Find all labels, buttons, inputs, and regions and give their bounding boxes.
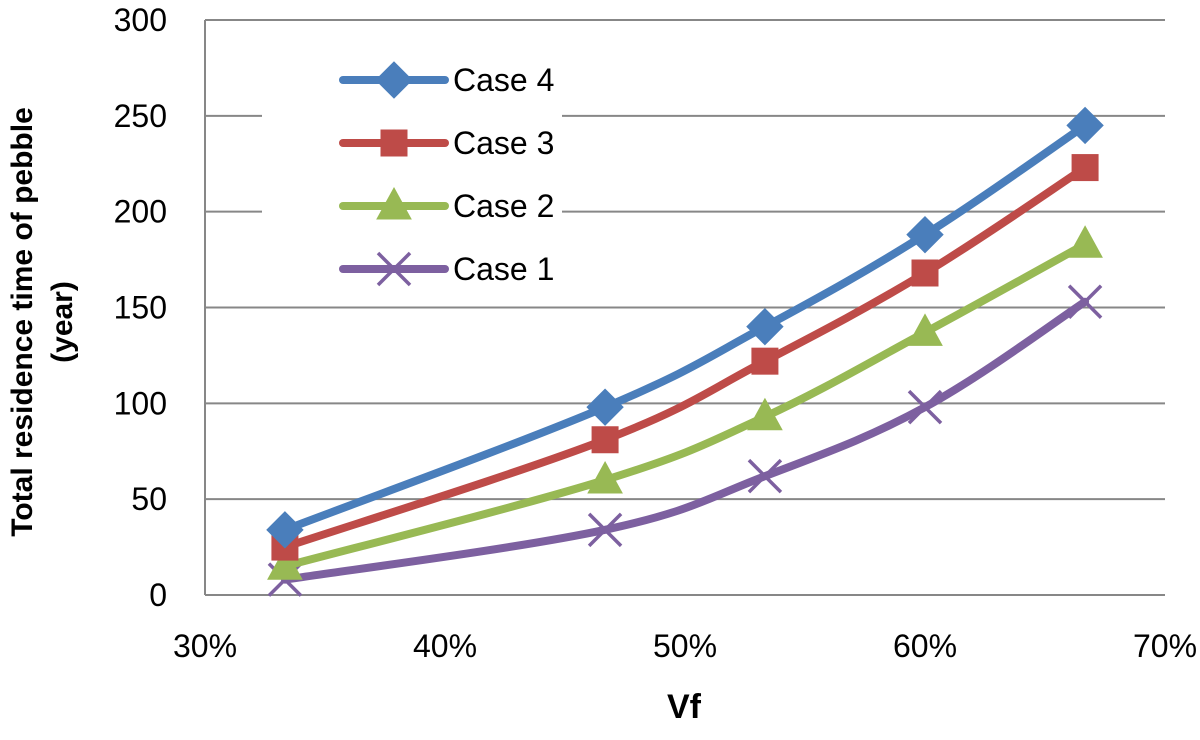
data-point-case-1 (1067, 284, 1103, 319)
y-tick-label: 200 (114, 194, 167, 230)
legend-marker (376, 251, 412, 287)
tick-labels: 0 50 100 150 200 250 300 30% 40% 50% 60% 70% (114, 2, 1197, 664)
y-tick-label: 100 (114, 385, 167, 421)
y-tick-label: 50 (131, 481, 167, 517)
series-case-1 (267, 284, 1103, 597)
legend-item-case-4: Case 4 (339, 61, 554, 99)
data-point-case-3 (1071, 154, 1099, 182)
data-point-case-1 (747, 458, 783, 494)
legend-label: Case 4 (453, 62, 554, 98)
x-tick-label: 50% (653, 628, 717, 664)
legend-marker (375, 61, 413, 99)
x-tick-label: 70% (1133, 628, 1197, 664)
series-line-case-3 (280, 163, 1090, 552)
axes (204, 20, 1165, 596)
y-axis-title-line-1: Total residence time of pebble (6, 107, 39, 537)
y-tick-label: 150 (114, 290, 167, 326)
series-case-4 (266, 106, 1104, 549)
x-axis-title: Vf (667, 688, 702, 726)
y-axis-title-line-2: (year) (46, 281, 79, 363)
legend-item-case-2: Case 2 (339, 186, 554, 224)
x-tick-label: 30% (173, 628, 237, 664)
legend-item-case-1: Case 1 (339, 251, 554, 287)
data-point-case-4 (746, 307, 784, 346)
legend-marker (380, 129, 408, 157)
legend-label: Case 2 (453, 188, 554, 224)
legend: Case 4 Case 3 Case 2 Case 1 (262, 44, 562, 299)
series-case-3 (271, 154, 1099, 561)
y-tick-label: 0 (149, 577, 167, 613)
legend-label: Case 3 (453, 125, 554, 161)
y-tick-label: 250 (114, 98, 167, 134)
series-line-case-2 (280, 240, 1090, 571)
legend-item-case-3: Case 3 (339, 125, 554, 161)
data-point-case-4 (1066, 106, 1104, 145)
data-point-case-2 (587, 460, 623, 494)
series-case-2 (267, 225, 1103, 580)
data-point-case-1 (907, 389, 943, 425)
data-point-case-3 (751, 347, 779, 375)
legend-marker (376, 186, 412, 220)
x-tick-label: 60% (893, 628, 957, 664)
y-tick-label: 300 (114, 2, 167, 38)
series-lines (266, 106, 1104, 597)
data-point-case-2 (747, 397, 783, 431)
axis-titles: Vf Total residence time of pebble (year) (6, 107, 702, 726)
data-point-case-4 (906, 215, 944, 254)
data-point-case-3 (911, 259, 939, 287)
data-point-case-1 (587, 512, 623, 548)
series-line-case-4 (280, 121, 1090, 534)
data-point-case-3 (591, 426, 619, 454)
data-point-case-4 (586, 388, 624, 426)
data-point-case-2 (907, 313, 943, 346)
x-tick-label: 40% (413, 628, 477, 664)
data-point-case-2 (1067, 225, 1103, 258)
legend-label: Case 1 (453, 251, 554, 287)
data-point-case-4 (266, 511, 304, 549)
data-point-case-2 (267, 547, 303, 580)
series-line-case-1 (280, 297, 1090, 584)
legend-box (262, 44, 562, 299)
